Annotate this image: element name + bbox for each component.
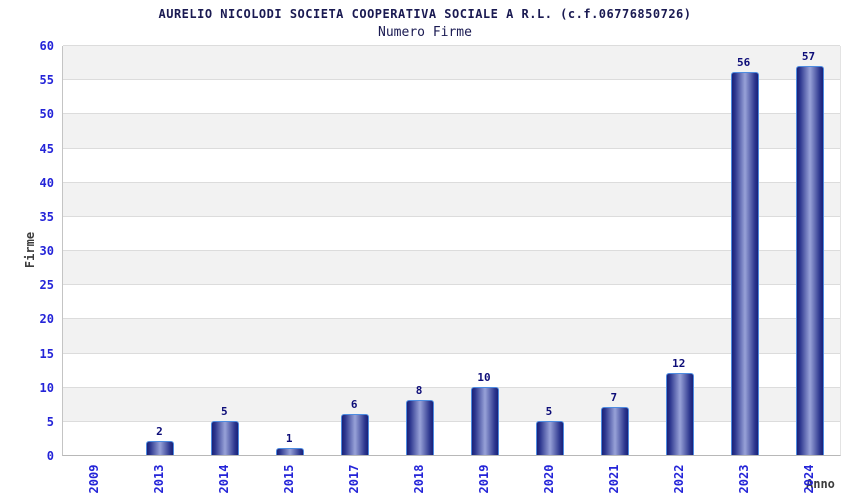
bar [600,407,629,455]
gridline [63,386,840,388]
bar-value-label: 57 [801,49,816,63]
gridline [63,250,840,251]
bar-value-label: 7 [610,391,618,405]
bar [341,414,370,455]
bar-value-label: 8 [415,384,423,398]
y-axis-tick-label: 10 [39,380,54,395]
y-axis-tick-label: 20 [39,312,54,327]
gridline [63,79,840,81]
y-axis-tick-label: 25 [39,278,54,293]
y-axis-tick-label: 40 [39,175,54,190]
plot-band [63,318,840,353]
y-axis-tick-label: 50 [39,107,54,122]
bar-value-label: 56 [737,56,751,70]
bar-value-label: 1 [285,432,293,446]
gridline [63,215,840,217]
x-axis-tick-label: 2013 [152,464,167,494]
gridline [63,147,840,149]
x-axis-tick-label: 2017 [347,464,362,494]
bar-value-label: 2 [156,425,163,439]
bar [665,373,694,455]
plot-band [63,113,840,148]
bar-value-label: 10 [477,370,491,384]
x-axis-tick-label: 2014 [217,464,232,494]
bar-value-label: 12 [672,357,686,370]
x-axis-tick-label: 2021 [606,464,621,494]
y-axis-tick-label: 60 [39,39,54,53]
x-axis-tick-label: 2023 [736,464,751,494]
plot-band [63,386,840,421]
x-axis-tick-label: 2009 [87,464,102,494]
bar [535,420,564,455]
bar [470,386,499,455]
plot-band [63,250,840,285]
bar [146,441,175,455]
x-axis-tick-label: 2022 [671,464,686,494]
plot-band [63,181,840,216]
bar-value-label: 5 [545,404,553,418]
x-axis-tick-label: 2020 [541,464,556,494]
bar-value-label: 6 [350,398,358,411]
bar-value-label: 5 [220,404,228,418]
gridline [63,113,840,115]
bar [730,72,759,455]
gridline [63,284,840,286]
y-axis-tick-label: 15 [39,346,54,361]
plot-area [62,45,841,456]
chart-title: AURELIO NICOLODI SOCIETA COOPERATIVA SOC… [158,7,692,21]
x-axis-tick-label: 2015 [282,464,297,494]
bar [406,400,435,455]
plot-band [63,45,840,80]
gridline [63,318,840,320]
bar [795,65,824,455]
x-axis-tick-label: 2018 [412,464,427,494]
y-axis-tick-label: 35 [39,209,54,224]
chart-subtitle: Numero Firme [378,25,472,40]
y-axis-tick-label: 0 [46,449,54,463]
y-axis-tick-label: 30 [39,244,54,258]
gridline [63,352,840,354]
x-axis-title: Anno [806,477,835,491]
y-axis-tick-label: 5 [46,414,54,429]
x-axis-tick-label: 2019 [476,464,491,494]
y-axis-tick-label: 55 [39,73,54,88]
gridline [63,420,840,422]
bar [276,448,305,455]
bar [211,420,240,455]
x-axis-tick-label: 2024 [801,464,816,494]
y-axis-tick-label: 45 [39,141,54,156]
gridline [63,45,840,46]
gridline [63,181,840,183]
